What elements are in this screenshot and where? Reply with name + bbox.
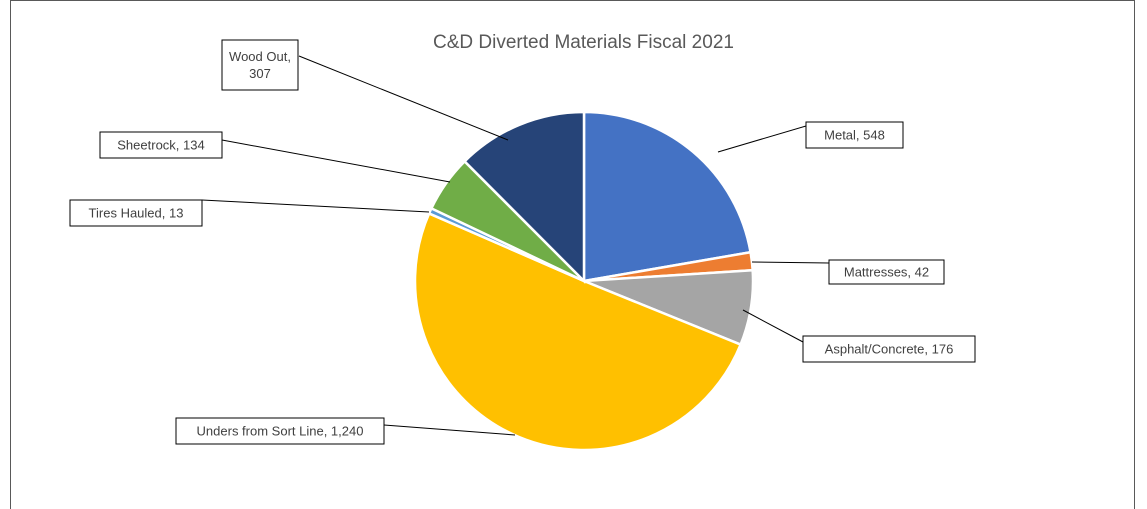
leader-line-asphalt-concrete: [742, 309, 804, 343]
leader-line-wood-out: [298, 55, 509, 141]
leader-line-mattresses: [751, 261, 830, 264]
data-label-box-sheetrock: [99, 131, 223, 159]
data-label-box-wood-out: [221, 39, 299, 91]
leader-line-sheetrock: [221, 139, 451, 183]
data-label-box-unders-from-sort-line: [175, 417, 385, 445]
data-label-mattresses: Mattresses, 42: [844, 265, 929, 280]
data-label-asphalt-concrete: Asphalt/Concrete, 176: [825, 342, 954, 357]
data-label-unders-from-sort-line: Unders from Sort Line, 1,240: [197, 424, 364, 439]
data-label-box-mattresses: [828, 259, 945, 285]
leader-line-unders-from-sort-line: [383, 424, 516, 436]
pie-slice-unders-from-sort-line: [413, 211, 743, 452]
leader-line-metal: [717, 125, 807, 153]
data-label-wood-out: Wood Out,: [229, 49, 291, 64]
pie-slice-wood-out: [462, 110, 586, 285]
chart-frame: [10, 0, 1135, 509]
chart-title: C&D Diverted Materials Fiscal 2021: [433, 32, 734, 53]
data-label-wood-out: 307: [249, 66, 271, 81]
data-label-box-metal: [805, 121, 904, 149]
leader-line-tires-hauled: [201, 199, 430, 213]
data-label-box-tires-hauled: [69, 199, 203, 227]
data-label-sheetrock: Sheetrock, 134: [117, 138, 204, 153]
data-label-metal: Metal, 548: [824, 128, 885, 143]
data-label-box-asphalt-concrete: [802, 335, 976, 363]
pie-slice-metal: [582, 110, 752, 283]
data-label-tires-hauled: Tires Hauled, 13: [89, 206, 184, 221]
